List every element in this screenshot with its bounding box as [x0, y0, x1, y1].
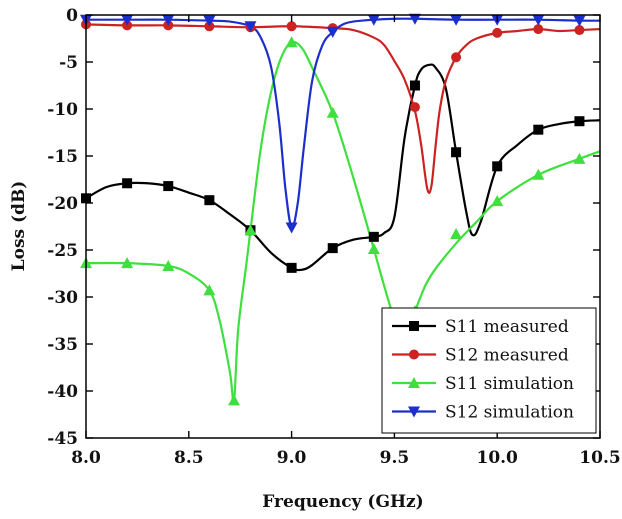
data-point-s12-simulation — [450, 14, 463, 26]
y-tick-label: -15 — [47, 147, 78, 167]
legend: S11 measured S12 measured S11 simulation S1… — [381, 307, 597, 434]
legend-marker-s11-measured — [409, 321, 419, 331]
series-line-s12-simulation — [86, 17, 600, 229]
data-point-s11-measured — [409, 80, 420, 91]
data-point-s12-simulation — [573, 15, 586, 27]
data-point-s12-measured — [533, 24, 544, 35]
data-point-s12-simulation — [121, 14, 134, 26]
y-tick-label: -35 — [47, 335, 78, 355]
data-point-s11-simulation — [162, 259, 175, 271]
axis-layer: 8.0 8.5 9.0 9.5 10.0 10.5 0 -5 -10 -15 -20 -25 -30 -3… — [47, 6, 620, 468]
data-point-s11-measured — [533, 124, 544, 135]
data-point-s12-measured — [451, 52, 462, 63]
data-point-s12-simulation — [203, 15, 216, 27]
series-layer — [86, 17, 600, 403]
data-point-s12-measured — [286, 21, 297, 32]
legend-marker-s12-measured — [409, 349, 419, 360]
legend-label-s12-measured: S12 measured — [445, 346, 569, 366]
data-point-s11-simulation — [244, 224, 257, 236]
data-point-s11-measured — [574, 116, 585, 127]
data-point-s12-measured — [492, 27, 503, 38]
data-point-s11-measured — [327, 243, 338, 254]
y-tick-label: -40 — [47, 382, 78, 402]
data-point-s12-simulation — [285, 222, 298, 234]
y-tick-label: -45 — [47, 429, 78, 449]
x-tick-label: 9.0 — [277, 448, 307, 468]
legend-marker-s12-simulation — [408, 406, 420, 418]
y-tick-label: -30 — [47, 288, 78, 308]
data-point-s11-simulation — [491, 195, 504, 207]
series-line-s11-measured — [86, 63, 600, 272]
data-point-s11-simulation — [228, 394, 241, 406]
data-point-s11-simulation — [285, 36, 298, 48]
data-point-s11-measured — [204, 195, 215, 206]
x-tick-label: 10.0 — [476, 448, 518, 468]
x-tick-label: 8.5 — [174, 448, 204, 468]
y-tick-label: -5 — [59, 53, 78, 73]
data-point-s11-simulation — [367, 243, 380, 255]
data-point-s11-simulation — [532, 168, 545, 180]
data-point-s12-measured — [409, 102, 420, 113]
data-point-s11-simulation — [450, 228, 463, 240]
data-point-s12-simulation — [367, 14, 380, 26]
y-tick-label: -25 — [47, 241, 78, 261]
x-tick-label: 9.5 — [380, 448, 410, 468]
data-point-s11-measured — [163, 181, 174, 192]
legend-marker-s11-simulation — [408, 377, 420, 388]
series-line-s12-measured — [86, 23, 600, 194]
y-tick-label: -20 — [47, 194, 78, 214]
data-point-s11-simulation — [121, 257, 134, 269]
y-axis-title: Loss (dB) — [9, 181, 29, 272]
data-point-s11-simulation — [326, 106, 339, 118]
data-point-s12-simulation — [162, 14, 175, 26]
legend-label-s11-measured: S11 measured — [445, 317, 569, 337]
legend-label-s11-simulation: S11 simulation — [445, 374, 574, 394]
series-line-s11-simulation — [86, 40, 600, 403]
data-point-s12-simulation — [326, 26, 339, 38]
data-point-s11-measured — [368, 231, 379, 242]
x-axis-title: Frequency (GHz) — [262, 492, 423, 512]
y-tick-label: -10 — [47, 100, 78, 120]
x-tick-label: 8.0 — [71, 448, 101, 468]
data-point-s11-measured — [492, 161, 503, 172]
data-point-s11-simulation — [573, 152, 586, 164]
data-point-s11-measured — [122, 178, 133, 189]
data-point-s12-measured — [574, 25, 585, 36]
plot-frame — [85, 14, 601, 439]
data-point-s12-simulation — [244, 21, 257, 33]
data-point-s11-simulation — [203, 284, 216, 296]
data-point-s11-measured — [451, 147, 462, 158]
x-tick-label: 10.5 — [579, 448, 620, 468]
data-point-s12-simulation — [532, 14, 545, 26]
y-tick-label: 0 — [66, 6, 78, 26]
legend-label-s12-simulation: S12 simulation — [445, 403, 574, 423]
data-point-s12-simulation — [408, 13, 421, 25]
data-point-s11-measured — [286, 262, 297, 273]
